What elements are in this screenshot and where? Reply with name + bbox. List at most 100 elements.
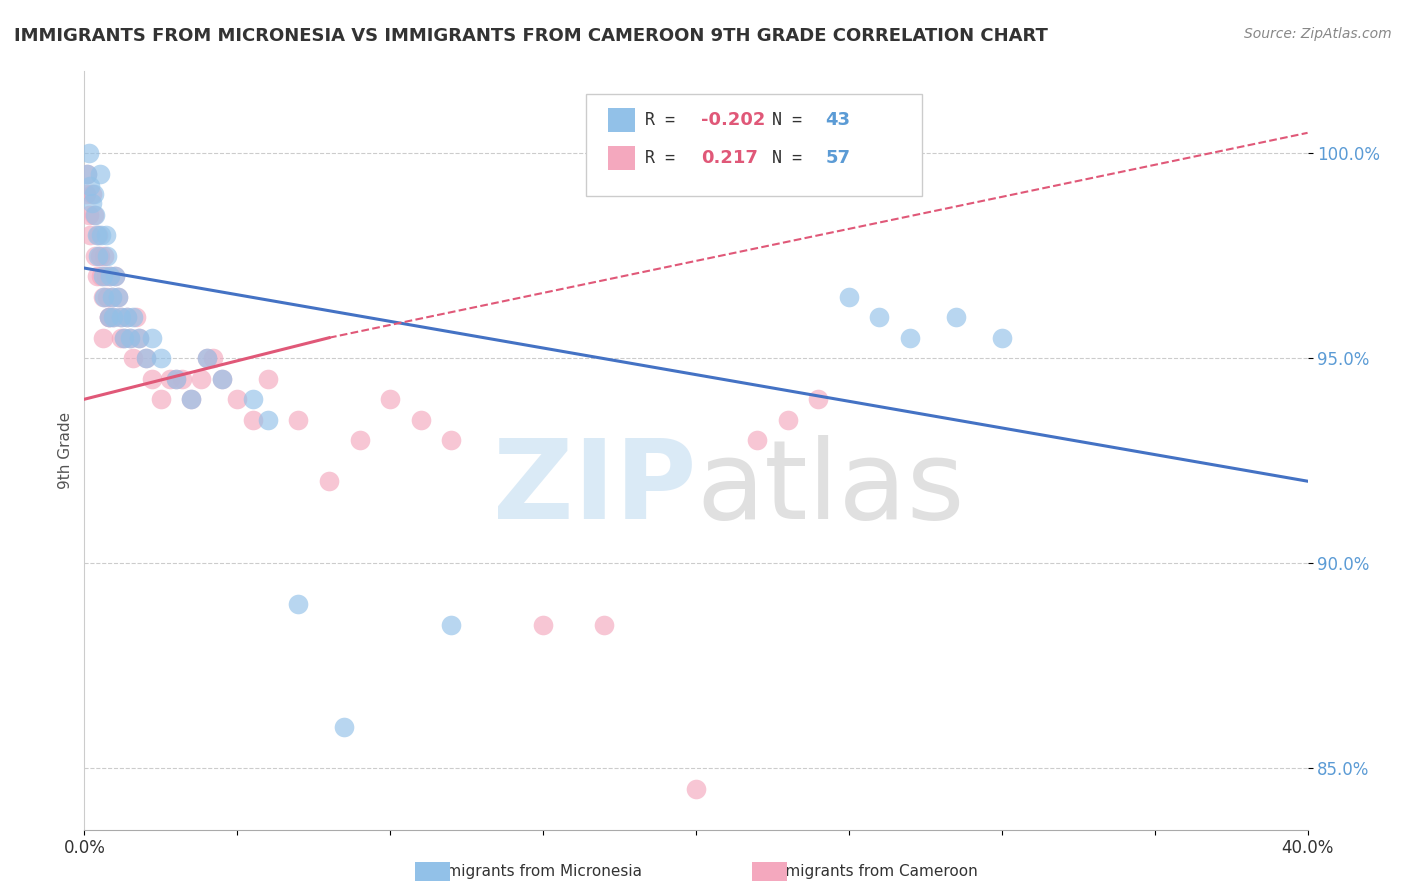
Point <box>76 167 98 181</box>
Point <box>120 331 142 345</box>
Point <box>93 290 115 304</box>
Point <box>195 351 218 366</box>
Point <box>79 179 101 194</box>
Point <box>593 617 616 632</box>
Point <box>98 269 121 284</box>
Text: 57: 57 <box>825 149 851 167</box>
Point <box>94 228 117 243</box>
Point <box>115 310 138 325</box>
Point <box>112 331 135 345</box>
Point <box>869 310 891 325</box>
Text: R =: R = <box>644 149 685 167</box>
Point <box>807 392 830 407</box>
Point <box>257 372 280 386</box>
Point <box>80 187 103 202</box>
Text: 0.217: 0.217 <box>700 149 758 167</box>
Point <box>87 249 110 263</box>
Point <box>226 392 249 407</box>
Point <box>180 392 202 407</box>
FancyBboxPatch shape <box>586 95 922 196</box>
Point <box>104 269 127 284</box>
Point <box>83 187 105 202</box>
Text: Source: ZipAtlas.com: Source: ZipAtlas.com <box>1244 27 1392 41</box>
Point <box>101 290 124 304</box>
Point <box>141 331 163 345</box>
Point <box>333 720 356 734</box>
Point <box>135 351 157 366</box>
Text: Immigrants from Micronesia: Immigrants from Micronesia <box>427 863 641 879</box>
Point <box>149 351 172 366</box>
Text: Immigrants from Cameroon: Immigrants from Cameroon <box>766 863 977 879</box>
Point <box>84 249 107 263</box>
Point <box>107 290 129 304</box>
Point <box>165 372 187 386</box>
Point <box>120 331 142 345</box>
Point <box>84 208 107 222</box>
Point <box>97 310 120 325</box>
Point <box>91 269 114 284</box>
Point <box>190 372 212 386</box>
Point <box>747 434 769 448</box>
Point <box>149 392 172 407</box>
Point <box>122 351 145 366</box>
Point <box>776 413 799 427</box>
Point <box>128 331 150 345</box>
Point <box>89 249 111 263</box>
Text: ZIP: ZIP <box>492 435 696 541</box>
Text: -0.202: -0.202 <box>700 111 765 128</box>
Point <box>141 372 163 386</box>
Point <box>90 269 112 284</box>
Point <box>91 290 114 304</box>
Point <box>349 434 371 448</box>
Point <box>80 195 103 210</box>
Point <box>107 290 129 304</box>
Point <box>98 269 121 284</box>
Point <box>318 474 340 488</box>
FancyBboxPatch shape <box>607 145 636 170</box>
Point <box>128 331 150 345</box>
Point <box>211 372 233 386</box>
Point <box>77 208 100 222</box>
Point <box>97 310 120 325</box>
Point <box>838 290 860 304</box>
Point <box>93 249 115 263</box>
Point <box>125 310 148 325</box>
Point <box>101 290 124 304</box>
Point <box>180 392 202 407</box>
Point <box>75 187 97 202</box>
Point <box>115 310 138 325</box>
Point <box>242 392 264 407</box>
Point <box>409 413 432 427</box>
Point <box>96 249 118 263</box>
FancyBboxPatch shape <box>607 108 636 132</box>
Point <box>122 310 145 325</box>
Point <box>172 372 194 386</box>
Point <box>76 167 98 181</box>
Point <box>90 228 112 243</box>
Point <box>287 413 309 427</box>
Point <box>440 434 463 448</box>
Point <box>110 310 132 325</box>
Text: N =: N = <box>772 149 811 167</box>
Point <box>91 331 114 345</box>
Y-axis label: 9th Grade: 9th Grade <box>58 412 73 489</box>
Point <box>685 781 707 796</box>
Point <box>77 146 100 161</box>
Text: IMMIGRANTS FROM MICRONESIA VS IMMIGRANTS FROM CAMEROON 9TH GRADE CORRELATION CHA: IMMIGRANTS FROM MICRONESIA VS IMMIGRANTS… <box>14 27 1047 45</box>
Point <box>104 269 127 284</box>
Point <box>165 372 187 386</box>
Point <box>287 597 309 611</box>
Point <box>135 351 157 366</box>
Point <box>242 413 264 427</box>
Text: R =: R = <box>644 111 685 128</box>
Point <box>380 392 402 407</box>
Point <box>201 351 224 366</box>
Point <box>531 617 554 632</box>
Point <box>159 372 181 386</box>
Point <box>87 228 110 243</box>
Point <box>110 310 132 325</box>
Point <box>195 351 218 366</box>
Point <box>945 310 967 325</box>
Point <box>991 331 1014 345</box>
Text: atlas: atlas <box>696 435 965 541</box>
